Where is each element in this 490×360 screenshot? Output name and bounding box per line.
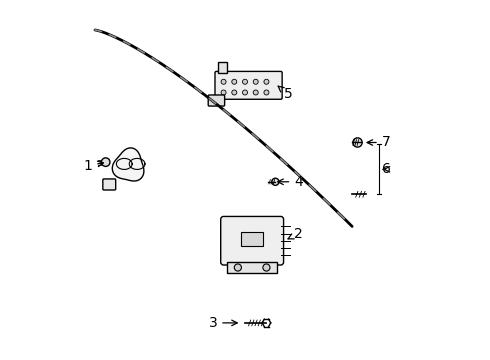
PathPatch shape xyxy=(112,148,144,181)
Circle shape xyxy=(264,79,269,84)
Text: 4: 4 xyxy=(278,175,303,189)
Text: 3: 3 xyxy=(208,316,237,330)
Circle shape xyxy=(221,90,226,95)
Bar xyxy=(218,62,227,73)
Text: 2: 2 xyxy=(288,226,303,240)
Circle shape xyxy=(221,79,226,84)
Circle shape xyxy=(101,158,110,166)
Bar xyxy=(242,232,263,246)
Circle shape xyxy=(353,138,362,147)
Circle shape xyxy=(243,90,247,95)
Text: 6: 6 xyxy=(382,162,391,176)
FancyBboxPatch shape xyxy=(208,95,224,106)
Text: 5: 5 xyxy=(278,86,292,101)
Circle shape xyxy=(253,79,258,84)
FancyBboxPatch shape xyxy=(220,216,284,265)
Circle shape xyxy=(232,90,237,95)
FancyBboxPatch shape xyxy=(103,179,116,190)
Circle shape xyxy=(263,264,270,271)
Bar xyxy=(227,262,277,273)
Text: 1: 1 xyxy=(83,159,103,173)
Text: 7: 7 xyxy=(367,135,391,149)
Circle shape xyxy=(234,264,242,271)
Circle shape xyxy=(264,90,269,95)
Circle shape xyxy=(243,79,247,84)
FancyBboxPatch shape xyxy=(215,71,282,99)
Circle shape xyxy=(253,90,258,95)
Circle shape xyxy=(232,79,237,84)
Circle shape xyxy=(272,178,279,185)
